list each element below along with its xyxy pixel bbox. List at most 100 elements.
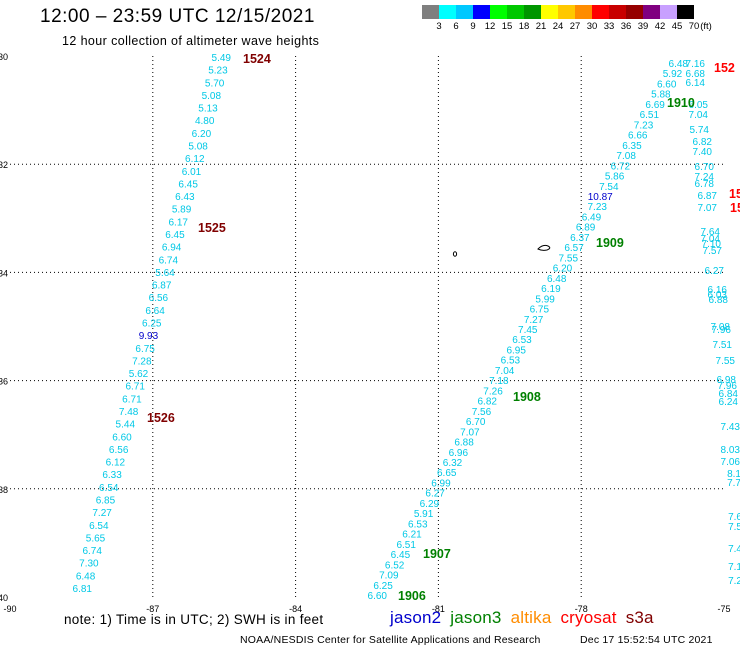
swh-value: 6.12 [185, 154, 205, 165]
swh-value: 6.01 [182, 167, 202, 178]
swh-value: 6.14 [686, 78, 706, 89]
legend-label: 3 [436, 21, 442, 32]
swh-value: 6.35 [622, 141, 642, 152]
islands [452, 244, 551, 257]
swh-value: 5.99 [535, 294, 555, 305]
swh-value: 6.54 [99, 483, 119, 494]
lat-tick-label: -32 [0, 160, 8, 170]
swh-value: 6.74 [159, 255, 179, 266]
swh-value: 6.78 [695, 179, 715, 190]
legend-label: 12 [484, 21, 496, 32]
swh-value: 6.60 [112, 432, 132, 443]
swh-value: 6.56 [149, 293, 169, 304]
swh-value: 6.87 [698, 191, 718, 202]
legend-label: 70 [688, 21, 700, 32]
legend-swatch [541, 5, 558, 19]
swh-value: 6.89 [576, 223, 596, 234]
legend-labels: 3 6 9 12 15 18 21 24 27 30 33 36 39 42 45 70 (ft) [422, 19, 711, 32]
swh-value: 10.87 [588, 192, 613, 203]
swh-value: 7.06 [721, 457, 740, 468]
time-label: 1909 [596, 236, 624, 250]
swh-value: 5.88 [651, 90, 671, 101]
map-title: 12:00 – 23:59 UTC 12/15/2021 [40, 6, 315, 27]
swh-value: 6.85 [96, 496, 116, 507]
legend-swatch [575, 5, 592, 19]
lat-tick-label: -40 [0, 593, 8, 603]
satellite-name: jason2 [390, 608, 442, 627]
swh-value: 6.37 [570, 233, 590, 244]
swh-value: 6.98 [717, 375, 737, 386]
legend-swatch [677, 5, 694, 19]
swh-value: 6.87 [152, 281, 172, 292]
time-label: 1910 [667, 96, 695, 110]
swh-value: 7.57 [703, 246, 723, 257]
swh-value: 6.20 [553, 264, 573, 275]
swh-value: 5.91 [414, 509, 434, 520]
swh-value: 6.43 [175, 192, 195, 203]
satellite-name: altika [510, 608, 552, 627]
swh-value: 6.45 [178, 179, 198, 190]
swh-value: 7.08 [616, 151, 636, 162]
swh-value: 7.96 [718, 381, 738, 392]
swh-value: 6.75 [530, 305, 550, 316]
map-subtitle: 12 hour collection of altimeter wave hei… [62, 34, 320, 48]
legend-label: 33 [603, 21, 615, 32]
legend-label: 24 [552, 21, 564, 32]
swh-value: 6.81 [73, 584, 93, 595]
swh-value: 6.64 [145, 306, 165, 317]
generated-timestamp: Dec 17 15:52:54 UTC 2021 [580, 634, 713, 646]
swh-value: 6.72 [611, 161, 631, 172]
swh-value: 6.03 [708, 290, 728, 301]
swh-value: 6.54 [89, 521, 109, 532]
lat-tick-label: -38 [0, 485, 8, 495]
credit-line: NOAA/NESDIS Center for Satellite Applica… [240, 634, 541, 646]
swh-value: 5.92 [663, 69, 683, 80]
swh-value: 6.51 [396, 540, 416, 551]
time-label: 1524 [243, 52, 271, 66]
swh-value: 7.18 [489, 376, 509, 387]
swh-value: 7.51 [713, 340, 733, 351]
swh-value: 5.65 [86, 533, 106, 544]
swh-value: 6.94 [162, 243, 182, 254]
satellite-name: jason3 [450, 608, 502, 627]
legend-label: 6 [453, 21, 459, 32]
swh-value: 6.45 [165, 230, 185, 241]
swh-value: 6.65 [437, 468, 457, 479]
time-label: 15 [730, 201, 740, 215]
swh-value: 6.49 [582, 212, 602, 223]
swh-value: 5.62 [129, 369, 149, 380]
swh-value: 6.75 [135, 344, 155, 355]
swh-value: 6.53 [512, 335, 532, 346]
swh-value: 5.70 [205, 78, 225, 89]
swh-value: 6.48 [669, 59, 689, 70]
legend-swatch [660, 5, 677, 19]
swh-value: 6.05 [689, 100, 709, 111]
swh-value: 6.71 [125, 382, 145, 393]
swh-value: 7.09 [379, 571, 399, 582]
time-label: 1525 [198, 221, 226, 235]
swh-value: 5.49 [212, 53, 232, 64]
swh-value: 7.16 [686, 59, 706, 70]
swh-value: 6.17 [169, 217, 189, 228]
swh-value: 7.64 [701, 227, 721, 238]
swh-value: 5.08 [202, 91, 222, 102]
time-label: 1906 [398, 589, 426, 603]
legend-label: 30 [586, 21, 598, 32]
swh-value: 7.48 [119, 407, 139, 418]
legend-swatch [643, 5, 660, 19]
legend-swatch [439, 5, 456, 19]
legend-unit: (ft) [700, 21, 712, 32]
legend-swatch [524, 5, 541, 19]
swh-value: 6.82 [693, 137, 713, 148]
swh-value: 7.55 [559, 253, 579, 264]
lon-tick-label: -87 [146, 604, 159, 614]
lon-tick-label: -81 [432, 604, 445, 614]
legend-label: 15 [501, 21, 513, 32]
lat-tick-label: -34 [0, 268, 8, 278]
swh-value: 6.33 [102, 470, 122, 481]
swh-value: 4.80 [195, 116, 215, 127]
swh-value: 6.70 [466, 417, 486, 428]
swh-value: 6.29 [420, 499, 440, 510]
legend-swatch [490, 5, 507, 19]
swh-value: 7.1 [728, 562, 740, 573]
